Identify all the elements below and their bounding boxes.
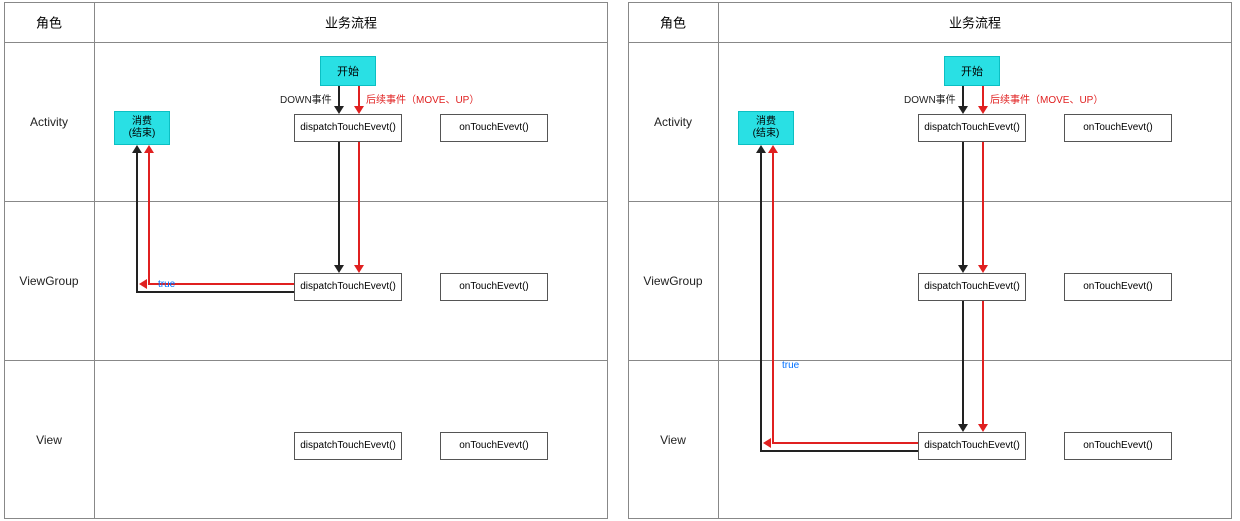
edge (136, 291, 294, 293)
arrowhead (139, 279, 147, 289)
dispatch-box: dispatchTouchEvevt() (918, 273, 1026, 301)
consume-label-2: (结束) (753, 128, 780, 140)
row-divider (628, 360, 1232, 361)
edge (136, 151, 138, 291)
down-label: DOWN事件 (904, 91, 956, 106)
edge (760, 151, 762, 450)
true-label: true (158, 279, 175, 290)
edge (962, 142, 964, 267)
dispatch-box: dispatchTouchEvevt() (294, 273, 402, 301)
role-label: View (660, 433, 686, 447)
edge (760, 450, 918, 452)
edge (962, 301, 964, 426)
follow-label: 后续事件（MOVE、UP） (366, 91, 479, 106)
arrowhead (144, 145, 154, 153)
arrowhead (334, 265, 344, 273)
dispatch-box: dispatchTouchEvevt() (294, 432, 402, 460)
role-label: ViewGroup (19, 274, 78, 288)
down-label: DOWN事件 (280, 91, 332, 106)
row-divider (4, 201, 608, 202)
edge (982, 142, 984, 267)
header-divider (628, 42, 1232, 43)
ontouch-box: onTouchEvevt() (440, 273, 548, 301)
edge (962, 86, 964, 108)
edge (358, 86, 360, 108)
header-divider (4, 42, 608, 43)
row-divider (4, 360, 608, 361)
arrowhead (756, 145, 766, 153)
role-label: Activity (30, 115, 68, 129)
consume-node: 消费(结束) (738, 111, 794, 145)
arrowhead (978, 106, 988, 114)
edge (982, 301, 984, 426)
header-flow: 业务流程 (325, 13, 377, 32)
edge (338, 86, 340, 108)
role-label: View (36, 433, 62, 447)
arrowhead (354, 265, 364, 273)
ontouch-box: onTouchEvevt() (440, 432, 548, 460)
consume-label-1: 消费 (756, 116, 776, 128)
edge (358, 142, 360, 267)
header-flow: 业务流程 (949, 13, 1001, 32)
header-role: 角色 (660, 13, 686, 32)
edge (772, 151, 774, 442)
role-label: Activity (654, 115, 692, 129)
role-col-divider (94, 2, 95, 519)
consume-label-2: (结束) (129, 128, 156, 140)
ontouch-box: onTouchEvevt() (1064, 114, 1172, 142)
dispatch-box: dispatchTouchEvevt() (294, 114, 402, 142)
arrowhead (354, 106, 364, 114)
ontouch-box: onTouchEvevt() (1064, 432, 1172, 460)
ontouch-box: onTouchEvevt() (440, 114, 548, 142)
arrowhead (958, 265, 968, 273)
consume-label-1: 消费 (132, 116, 152, 128)
follow-label: 后续事件（MOVE、UP） (990, 91, 1103, 106)
edge (772, 442, 918, 444)
arrowhead (768, 145, 778, 153)
header-role: 角色 (36, 13, 62, 32)
edge (338, 142, 340, 267)
arrowhead (978, 424, 988, 432)
dispatch-box: dispatchTouchEvevt() (918, 432, 1026, 460)
ontouch-box: onTouchEvevt() (1064, 273, 1172, 301)
role-col-divider (718, 2, 719, 519)
true-label: true (782, 360, 799, 371)
arrowhead (132, 145, 142, 153)
arrowhead (978, 265, 988, 273)
start-node: 开始 (320, 56, 376, 86)
role-label: ViewGroup (643, 274, 702, 288)
edge (982, 86, 984, 108)
arrowhead (958, 424, 968, 432)
edge (148, 151, 150, 283)
start-node: 开始 (944, 56, 1000, 86)
dispatch-box: dispatchTouchEvevt() (918, 114, 1026, 142)
arrowhead (958, 106, 968, 114)
consume-node: 消费(结束) (114, 111, 170, 145)
arrowhead (763, 438, 771, 448)
arrowhead (334, 106, 344, 114)
row-divider (628, 201, 1232, 202)
